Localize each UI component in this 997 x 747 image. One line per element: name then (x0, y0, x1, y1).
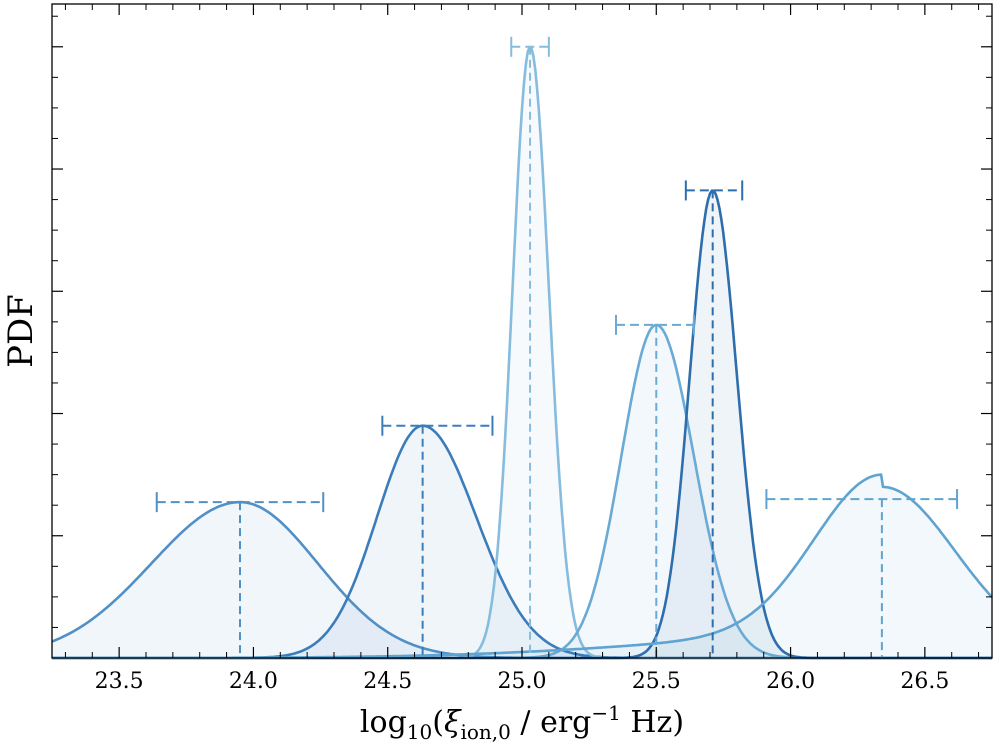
x-label-exponent: −1 (591, 701, 620, 725)
x-tick-label-3: 24.5 (363, 669, 412, 694)
pdf-fill-6 (52, 474, 992, 658)
x-label-symbol-sub: ion,0 (460, 720, 510, 744)
y-axis-label: PDF (1, 294, 41, 368)
tick-layer (52, 4, 992, 658)
pdf-fill-1 (52, 502, 992, 658)
x-tick-label-layer: 23.5 24.0 24.5 25.0 25.5 26.0 26.5 (95, 669, 950, 694)
x-label-open-paren: ( (432, 705, 444, 740)
x-axis-label: log10(ξion,0 / erg−1 Hz) (360, 701, 684, 744)
x-tick-label-5: 25.5 (632, 669, 681, 694)
x-tick-label-1: 23.5 (95, 669, 144, 694)
x-label-suffix: Hz) (621, 705, 684, 740)
x-tick-label-7: 26.5 (900, 669, 949, 694)
x-tick-label-6: 26.0 (766, 669, 815, 694)
pdf-fill-layer (52, 47, 992, 659)
x-label-log: log (360, 705, 407, 740)
x-label-symbol: ξ (444, 705, 462, 740)
interval-marker-layer (155, 36, 959, 658)
pdf-fill-3 (52, 47, 992, 659)
x-label-log-base: 10 (407, 720, 432, 744)
x-tick-label-2: 24.0 (229, 669, 278, 694)
x-label-units: / erg (511, 705, 591, 740)
x-tick-label-4: 25.0 (498, 669, 547, 694)
